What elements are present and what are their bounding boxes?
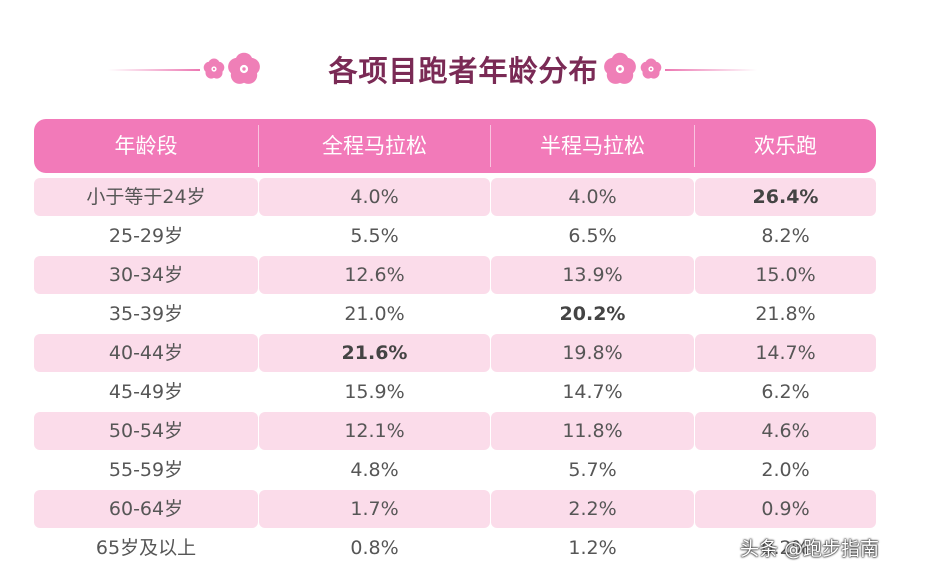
cell-half-marathon: 11.8% [562, 420, 623, 442]
table-row: 65岁及以上 0.8% 1.2% 0.2% [34, 529, 876, 567]
cell-fun-run: 15.0% [755, 264, 816, 286]
table-header: 年龄段 全程马拉松 半程马拉松 欢乐跑 [34, 119, 876, 173]
cell-age-group: 60-64岁 [108, 498, 184, 520]
row-band [34, 256, 258, 294]
row-band [259, 334, 490, 372]
cell-half-marathon: 20.2% [559, 303, 626, 325]
table-row: 60-64岁 1.7% 2.2% 0.9% [34, 490, 876, 528]
row-band [695, 490, 876, 528]
cell-full-marathon: 12.6% [344, 264, 405, 286]
cell-fun-run: 0.2% [761, 537, 810, 559]
header-divider [490, 125, 491, 167]
cell-full-marathon: 4.8% [350, 459, 399, 481]
small-cherry-blossom-icon-left [203, 58, 225, 80]
cell-half-marathon: 4.0% [568, 186, 617, 208]
cell-age-group: 50-54岁 [108, 420, 184, 442]
cell-half-marathon: 2.2% [568, 498, 617, 520]
table-row: 55-59岁 4.8% 5.7% 2.0% [34, 451, 876, 489]
table-row: 50-54岁 12.1% 11.8% 4.6% [34, 412, 876, 450]
cell-full-marathon: 0.8% [350, 537, 399, 559]
row-band [259, 178, 490, 216]
table-row: 35-39岁 21.0% 20.2% 21.8% [34, 295, 876, 333]
cell-full-marathon: 5.5% [350, 225, 399, 247]
row-band [491, 256, 694, 294]
header-half-marathon: 半程马拉松 [540, 134, 645, 158]
title-row: 各项目跑者年龄分布 [0, 40, 927, 96]
cell-fun-run: 4.6% [761, 420, 810, 442]
row-band [259, 412, 490, 450]
cell-age-group: 小于等于24岁 [86, 186, 206, 208]
cell-full-marathon: 15.9% [344, 381, 405, 403]
title-deco-line-right [665, 69, 757, 71]
cell-fun-run: 0.9% [761, 498, 810, 520]
cell-age-group: 30-34岁 [108, 264, 184, 286]
row-band [695, 256, 876, 294]
watermark: 头条 @跑步指南 [740, 538, 880, 560]
cell-half-marathon: 5.7% [568, 459, 617, 481]
cherry-blossom-icon-left [227, 52, 261, 86]
row-band [34, 334, 258, 372]
cell-age-group: 25-29岁 [108, 225, 184, 247]
cell-fun-run: 6.2% [761, 381, 810, 403]
header-age-group: 年龄段 [114, 134, 178, 158]
cherry-blossom-icon-right [603, 52, 637, 86]
cell-full-marathon: 21.6% [341, 342, 408, 364]
row-band [34, 412, 258, 450]
cell-fun-run: 26.4% [752, 186, 819, 208]
cell-half-marathon: 1.2% [568, 537, 617, 559]
cell-half-marathon: 6.5% [568, 225, 617, 247]
cell-full-marathon: 21.0% [344, 303, 405, 325]
row-band [695, 178, 876, 216]
cell-half-marathon: 14.7% [562, 381, 623, 403]
header-fun-run: 欢乐跑 [754, 134, 817, 158]
cell-half-marathon: 19.8% [562, 342, 623, 364]
cell-age-group: 45-49岁 [108, 381, 184, 403]
cell-fun-run: 14.7% [755, 342, 816, 364]
header-full-marathon: 全程马拉松 [322, 134, 427, 158]
table-title: 各项目跑者年龄分布 [328, 54, 599, 88]
row-band [491, 178, 694, 216]
row-band [491, 490, 694, 528]
header-divider [694, 125, 695, 167]
row-band [491, 412, 694, 450]
cell-fun-run: 21.8% [755, 303, 816, 325]
cell-fun-run: 2.0% [761, 459, 810, 481]
row-band [34, 490, 258, 528]
cell-age-group: 55-59岁 [108, 459, 184, 481]
cell-half-marathon: 13.9% [562, 264, 623, 286]
row-band [695, 334, 876, 372]
row-band [259, 490, 490, 528]
cell-full-marathon: 1.7% [350, 498, 399, 520]
cell-full-marathon: 4.0% [350, 186, 399, 208]
table-row: 小于等于24岁 4.0% 4.0% 26.4% [34, 178, 876, 216]
small-cherry-blossom-icon-right [640, 58, 662, 80]
table-row: 40-44岁 21.6% 19.8% 14.7% [34, 334, 876, 372]
row-band [259, 256, 490, 294]
cell-age-group: 35-39岁 [108, 303, 184, 325]
row-band [491, 334, 694, 372]
table-row: 45-49岁 15.9% 14.7% 6.2% [34, 373, 876, 411]
row-band [695, 412, 876, 450]
header-divider [258, 125, 259, 167]
cell-age-group: 65岁及以上 [95, 537, 197, 559]
cell-age-group: 40-44岁 [108, 342, 184, 364]
title-deco-line-left [108, 69, 200, 71]
table-row: 30-34岁 12.6% 13.9% 15.0% [34, 256, 876, 294]
row-band [34, 178, 258, 216]
cell-fun-run: 8.2% [761, 225, 810, 247]
table-row: 25-29岁 5.5% 6.5% 8.2% [34, 217, 876, 255]
cell-full-marathon: 12.1% [344, 420, 405, 442]
